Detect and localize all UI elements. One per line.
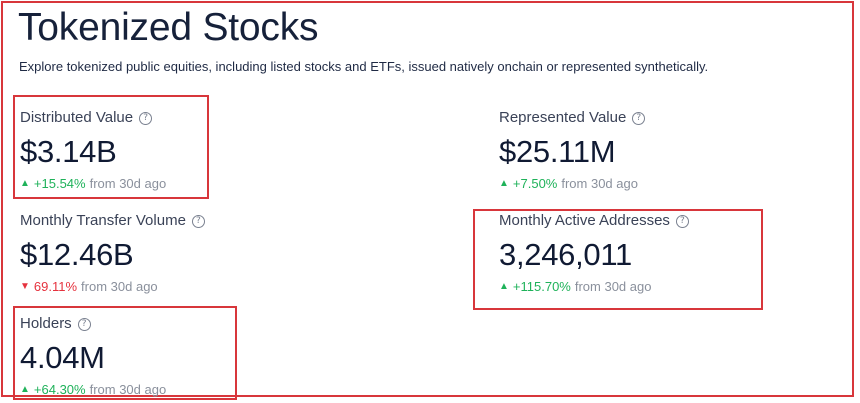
stat-label-row: Monthly Transfer Volume ?	[20, 212, 205, 230]
stat-holders: Holders ? 4.04M ▲ +64.30% from 30d ago	[20, 315, 166, 398]
help-icon[interactable]: ?	[632, 111, 646, 125]
stat-label: Holders	[20, 315, 72, 332]
page-frame	[1, 1, 854, 397]
stat-change-row: ▲ +7.50% from 30d ago	[499, 176, 645, 192]
stat-value: 4.04M	[20, 340, 105, 375]
stat-distributed-value: Distributed Value ? $3.14B ▲ +15.54% fro…	[20, 109, 166, 192]
help-icon[interactable]: ?	[191, 214, 205, 228]
highlight-box-distributed-value	[13, 95, 209, 199]
stat-value: 3,246,011	[499, 237, 632, 272]
stat-label: Monthly Transfer Volume	[20, 212, 186, 229]
arrow-up-icon: ▲	[499, 178, 509, 189]
stat-period: from 30d ago	[81, 279, 158, 294]
help-icon[interactable]: ?	[139, 111, 153, 125]
arrow-up-icon: ▲	[20, 178, 30, 189]
stat-change: 69.11%	[33, 279, 78, 294]
arrow-up-icon: ▲	[499, 281, 509, 292]
highlight-box-monthly-active-addresses	[473, 209, 763, 310]
stat-change-row: ▲ +15.54% from 30d ago	[20, 176, 166, 192]
stat-period: from 30d ago	[89, 382, 167, 397]
page-title: Tokenized Stocks	[18, 6, 319, 49]
stat-change: +7.50%	[512, 176, 558, 191]
stat-label-row: Distributed Value ?	[20, 109, 166, 127]
stat-label: Monthly Active Addresses	[499, 212, 670, 229]
help-icon[interactable]: ?	[77, 317, 91, 331]
stat-label-row: Represented Value ?	[499, 109, 646, 127]
stat-label-row: Monthly Active Addresses ?	[499, 212, 689, 230]
help-icon[interactable]: ?	[675, 214, 689, 228]
stat-change: +64.30%	[33, 382, 86, 397]
stat-change-row: ▼ 69.11% from 30d ago	[20, 279, 205, 295]
stat-monthly-active-addresses: Monthly Active Addresses ? 3,246,011 ▲ +…	[499, 212, 689, 295]
stat-value: $3.14B	[20, 134, 117, 169]
arrow-up-icon: ▲	[20, 384, 30, 395]
highlight-box-holders	[13, 306, 237, 400]
stat-change: +115.70%	[512, 279, 571, 294]
stat-value: $25.11M	[499, 134, 616, 169]
stat-period: from 30d ago	[574, 279, 652, 294]
stat-label: Represented Value	[499, 109, 627, 126]
stat-represented-value: Represented Value ? $25.11M ▲ +7.50% fro…	[499, 109, 646, 192]
stat-monthly-transfer-volume: Monthly Transfer Volume ? $12.46B ▼ 69.1…	[20, 212, 205, 295]
stat-period: from 30d ago	[561, 176, 638, 191]
stat-period: from 30d ago	[89, 176, 167, 191]
stat-label-row: Holders ?	[20, 315, 166, 333]
stat-change: +15.54%	[33, 176, 86, 191]
page-subtitle: Explore tokenized public equities, inclu…	[19, 59, 709, 74]
stat-change-row: ▲ +115.70% from 30d ago	[499, 279, 689, 295]
arrow-down-icon: ▼	[20, 281, 30, 292]
stat-label: Distributed Value	[20, 109, 134, 126]
stat-change-row: ▲ +64.30% from 30d ago	[20, 382, 166, 398]
stat-value: $12.46B	[20, 237, 134, 272]
